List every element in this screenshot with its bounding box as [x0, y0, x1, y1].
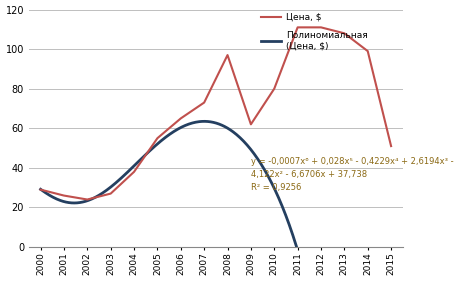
- Legend: Цена, $, Полиномиальная
(Цена, $): Цена, $, Полиномиальная (Цена, $): [258, 9, 371, 54]
- Text: y = -0,0007x⁶ + 0,028x⁵ - 0,4229x⁴ + 2,6194x³ -
4,122x² - 6,6706x + 37,738
R² = : y = -0,0007x⁶ + 0,028x⁵ - 0,4229x⁴ + 2,6…: [252, 157, 454, 192]
